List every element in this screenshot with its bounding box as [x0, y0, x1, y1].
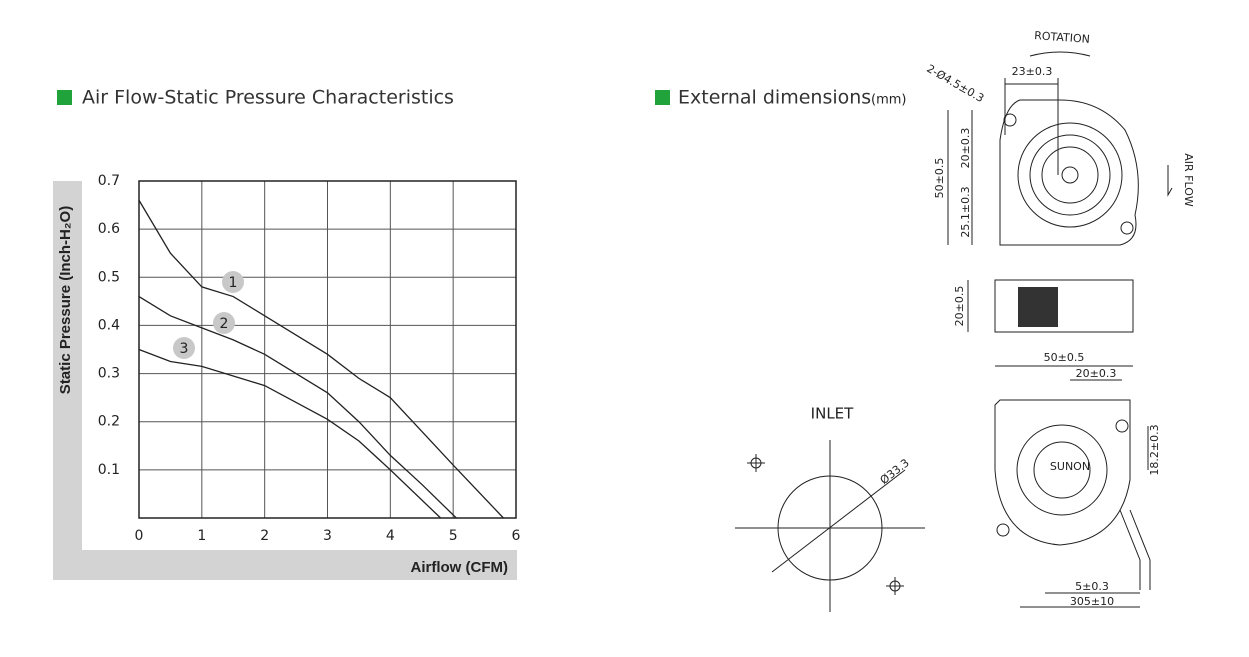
curve-label: 1	[229, 275, 238, 291]
section-title: External dimensions	[678, 87, 871, 109]
curve-label: 2	[220, 316, 229, 332]
dim-label: 23±0.3	[1012, 65, 1053, 78]
mark	[889, 580, 901, 592]
dim-label: Ø33.3	[878, 456, 912, 487]
hole	[996, 523, 1010, 537]
section-title: Air Flow-Static Pressure Characteristics	[82, 87, 454, 109]
curve-badge	[213, 312, 235, 334]
dim-label: 20±0.3	[1076, 367, 1117, 380]
dim-label: 50±0.5	[1044, 351, 1085, 364]
dim-label: 18.2±0.3	[1148, 424, 1161, 475]
x-tick-label: 6	[512, 528, 521, 544]
dim-label: AIR FLOW	[1182, 153, 1195, 207]
curve	[138, 295, 457, 519]
y-tick-label: 0.4	[98, 317, 120, 333]
rotation-arrow	[1029, 51, 1091, 57]
dim-line	[1004, 78, 1059, 175]
bottom-outline	[994, 399, 1131, 546]
airflow-arrow	[1167, 165, 1173, 197]
mark	[747, 454, 904, 595]
connector	[1018, 287, 1058, 327]
curve	[138, 348, 442, 519]
impeller	[1029, 134, 1111, 216]
impeller	[1017, 122, 1123, 228]
y-axis-title: Static Pressure (Inch-H₂O)	[57, 206, 74, 394]
y-tick-label: 0.3	[98, 366, 120, 382]
dimension-drawing	[735, 51, 1173, 612]
dim-label: ROTATION	[1034, 29, 1090, 46]
fan-outline	[999, 99, 1139, 246]
wire	[1020, 509, 1151, 608]
dimension-labels: ROTATION 23±0.3 2-Ø4.5±0.3 50±0.5 20±0.3…	[811, 29, 1195, 608]
side-outline	[994, 279, 1134, 333]
y-tick-label: 0.6	[98, 221, 120, 237]
y-tick-label: 0.7	[98, 173, 120, 189]
section-unit: (mm)	[871, 93, 906, 108]
mark	[750, 457, 762, 469]
hole	[1120, 221, 1134, 235]
brand: SUNON	[1050, 460, 1090, 473]
x-axis-title: Airflow (CFM)	[411, 559, 508, 576]
dim-label: 25.1±0.3	[959, 186, 972, 237]
curve-badge	[173, 337, 195, 359]
dim-label: 2-Ø4.5±0.3	[924, 62, 986, 105]
dim-label: 5±0.3	[1075, 580, 1109, 593]
inlet-axes	[735, 440, 925, 612]
y-tick-label: 0.2	[98, 414, 120, 430]
dim-label: 50±0.5	[933, 158, 946, 199]
inlet-title: INLET	[811, 405, 854, 423]
chart: Static Pressure (Inch-H₂O) Airflow (CFM)…	[53, 173, 521, 580]
section-marker	[57, 90, 72, 105]
dim-label: 305±10	[1070, 595, 1114, 608]
dim-line	[995, 365, 1149, 470]
y-tick-label: 0.5	[98, 269, 120, 285]
curve-badge	[222, 271, 244, 293]
shaft	[1061, 166, 1079, 184]
dim-label: 20±0.5	[953, 286, 966, 327]
x-tick-label: 0	[135, 528, 144, 544]
hub	[1041, 146, 1099, 204]
x-tick-label: 4	[386, 528, 395, 544]
curve	[138, 199, 504, 519]
y-tick-label: 0.1	[98, 462, 120, 478]
curve-label: 3	[180, 341, 189, 357]
x-tick-label: 2	[260, 528, 269, 544]
dim-label: 20±0.3	[959, 128, 972, 169]
impeller	[1016, 424, 1108, 516]
hole	[1003, 113, 1017, 127]
frame-band	[53, 550, 517, 580]
x-tick-label: 3	[323, 528, 332, 544]
hole	[1115, 419, 1129, 433]
x-tick-label: 5	[449, 528, 458, 544]
hub	[1033, 441, 1091, 499]
frame-band	[53, 181, 82, 580]
x-tick-label: 1	[197, 528, 206, 544]
section-marker	[655, 90, 670, 105]
dim-line	[947, 110, 973, 245]
